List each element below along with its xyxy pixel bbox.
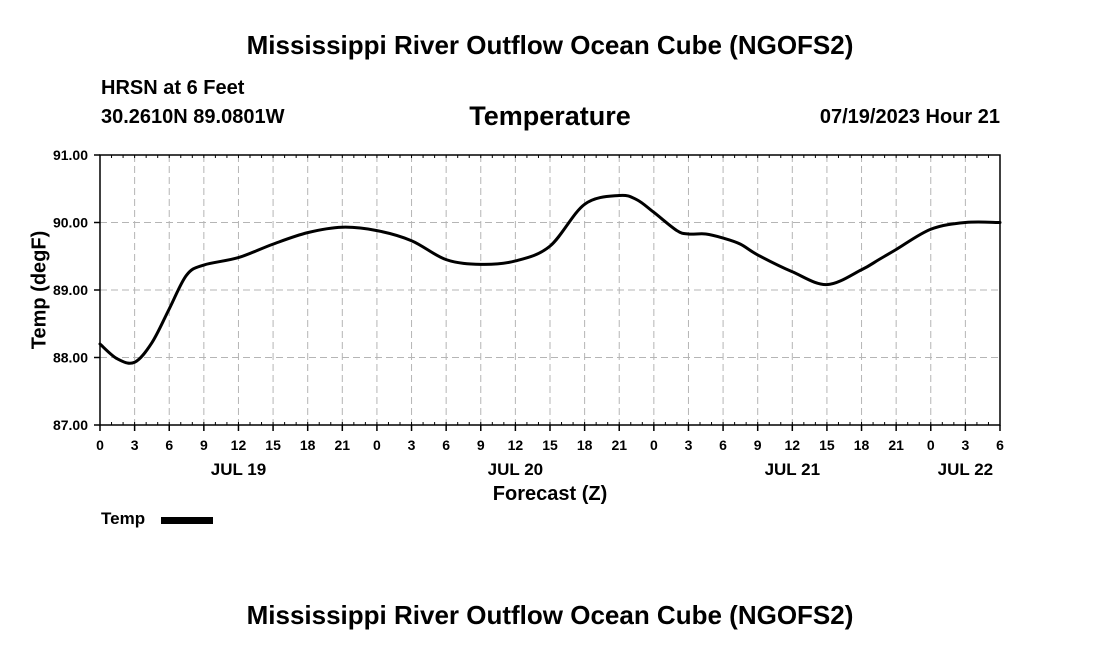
x-tick-label: 21 [611,437,627,453]
legend-label: Temp [101,509,146,528]
x-tick-label: 3 [961,437,969,453]
station-coordinates: 30.2610N 89.0801W [101,106,285,128]
x-tick-label: 3 [408,437,416,453]
legend-swatch [161,517,213,524]
y-tick-label: 91.00 [53,147,88,163]
axis-ticks [94,154,1001,431]
series-line-temp [98,193,1002,365]
y-tick-label: 88.00 [53,350,88,366]
x-tick-label: 21 [335,437,351,453]
x-tick-label: 18 [300,437,316,453]
y-axis-label: Temp (degF) [28,230,51,350]
x-tick-label: 0 [373,437,381,453]
footer-title: Mississippi River Outflow Ocean Cube (NG… [246,600,854,630]
x-tick-label: 12 [785,437,801,453]
y-tick-label: 90.00 [53,215,88,231]
x-tick-label: 18 [854,437,870,453]
x-tick-label: 0 [927,437,935,453]
x-tick-label: 9 [754,437,762,453]
axis-tick-labels: 0 3 6 9 12 15 18 21 0 3 6 9 12 15 18 21 0 3 6 9 12 15 18 21 0 3 6 8… [53,147,1004,479]
x-tick-label: 3 [131,437,139,453]
x-tick-label: 6 [442,437,450,453]
series-layer [98,193,1002,365]
x-tick-label: 9 [200,437,208,453]
grid [100,155,1000,425]
x-tick-label: 21 [888,437,904,453]
x-tick-label: 15 [542,437,558,453]
x-tick-label: 15 [819,437,835,453]
chart-main-title: Mississippi River Outflow Ocean Cube (NG… [246,30,854,60]
x-tick-label: 0 [650,437,658,453]
date-label: JUL 19 [211,460,266,479]
station-label: HRSN at 6 Feet [101,77,245,99]
x-tick-label: 12 [508,437,524,453]
x-tick-label: 12 [231,437,247,453]
x-tick-label: 6 [996,437,1004,453]
x-tick-label: 6 [719,437,727,453]
x-tick-label: 9 [477,437,485,453]
x-tick-label: 15 [265,437,281,453]
y-tick-label: 87.00 [53,417,88,433]
variable-title: Temperature [469,101,631,131]
date-label: JUL 21 [765,460,820,479]
x-tick-label: 18 [577,437,593,453]
date-label: JUL 20 [488,460,543,479]
forecast-datetime: 07/19/2023 Hour 21 [819,106,1000,128]
x-tick-label: 3 [685,437,693,453]
x-tick-label: 6 [165,437,173,453]
y-tick-label: 89.00 [53,282,88,298]
x-axis-label: Forecast (Z) [492,483,608,505]
date-label: JUL 22 [938,460,993,479]
x-tick-label: 0 [96,437,104,453]
